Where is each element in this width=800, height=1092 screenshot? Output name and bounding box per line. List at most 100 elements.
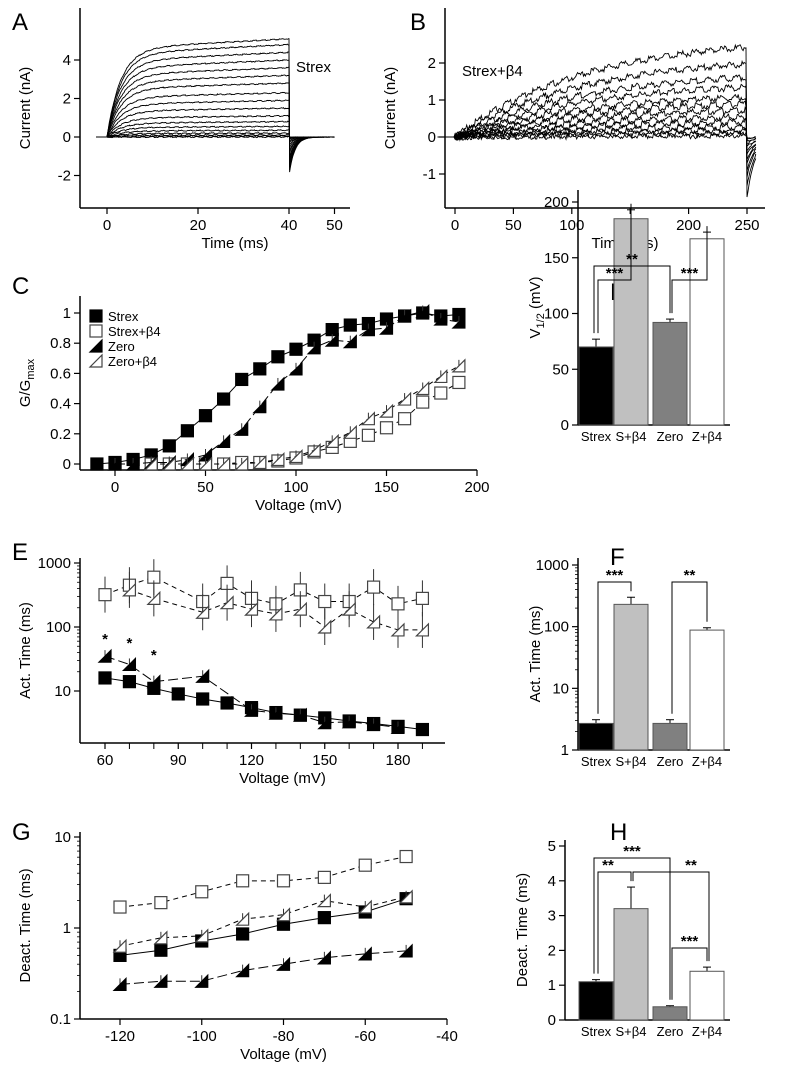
current-trace [437, 100, 757, 160]
significance-label: ** [685, 857, 697, 874]
data-point [379, 320, 394, 335]
x-tick-label: -40 [436, 1028, 458, 1045]
x-tick-label: 50 [505, 217, 522, 234]
current-trace [96, 82, 335, 157]
data-point [253, 362, 267, 376]
data-point [415, 304, 430, 319]
current-trace [437, 106, 757, 155]
x-tick-label: 0 [451, 217, 459, 234]
data-point [235, 963, 250, 978]
panel-letter-h: H [610, 819, 627, 846]
data-point [390, 719, 405, 734]
data-point [194, 928, 209, 943]
panel-letter-b: B [410, 9, 426, 36]
legend-label: Zero+β4 [108, 354, 157, 369]
y-tick-label: 5 [548, 838, 556, 855]
x-tick-label: 100 [559, 217, 584, 234]
bar-0 [578, 722, 614, 751]
x-tick-label: 200 [464, 479, 489, 496]
data-point [276, 907, 291, 922]
data-point [342, 424, 357, 439]
legend-marker [89, 324, 103, 338]
legend-marker [88, 338, 103, 353]
data-point [154, 943, 168, 957]
y-axis-label: Current (nA) [17, 67, 34, 150]
x-tick-label: 180 [385, 752, 410, 769]
bar-1 [613, 908, 649, 1021]
significance-asterisk: * [126, 635, 132, 652]
data-point [317, 911, 331, 925]
data-point [194, 973, 209, 988]
y-tick-label: 3 [548, 908, 556, 925]
y-tick-label: 0.6 [50, 365, 71, 382]
x-axis-label: Voltage (mV) [255, 497, 342, 514]
current-trace [96, 91, 335, 153]
y-axis-label-main: Act. Time (ms) [527, 606, 544, 703]
data-point [398, 412, 412, 426]
data-point [216, 433, 231, 448]
data-point [325, 323, 339, 337]
y-axis-label: G/Gmax [17, 358, 37, 407]
y-tick-label: 100 [544, 619, 569, 636]
data-point [268, 705, 283, 720]
data-point [379, 403, 394, 418]
data-point [390, 622, 405, 637]
data-point [324, 433, 339, 448]
significance-label: *** [606, 567, 624, 584]
category-label: Strex [581, 754, 612, 769]
current-trace [96, 59, 335, 165]
y-axis-label: Act. Time (ms) [527, 606, 544, 703]
data-point [433, 368, 448, 384]
data-point [244, 601, 259, 616]
data-point [366, 717, 381, 732]
significance-bracket [632, 871, 710, 962]
data-point [146, 674, 161, 689]
x-axis-label: Time (ms) [202, 235, 269, 252]
y-axis-label: Deact. Time (ms) [514, 873, 531, 987]
data-point [252, 455, 267, 470]
y-tick-label: -2 [58, 168, 71, 185]
y-axis-label-unit: (mV) [527, 277, 544, 314]
data-point [324, 332, 339, 347]
data-point [271, 350, 285, 364]
series-zero-4 [112, 889, 413, 953]
x-tick-label: 50 [326, 217, 343, 234]
legend-label: Zero [108, 339, 135, 354]
data-point [171, 687, 185, 701]
y-tick-label: 0.2 [50, 426, 71, 443]
data-point [366, 614, 381, 629]
data-point [399, 849, 413, 864]
data-point [270, 376, 285, 391]
current-trace [96, 74, 335, 160]
y-axis-label-main: Current (nA) [382, 67, 399, 150]
category-label: Zero [657, 1024, 684, 1039]
data-point [289, 342, 303, 356]
data-point [416, 395, 430, 409]
bar-2 [652, 321, 688, 426]
y-tick-label: 0 [63, 129, 71, 146]
data-point [270, 452, 285, 467]
panel-letter-c: C [12, 273, 29, 300]
significance-bracket [671, 226, 708, 314]
x-tick-label: -80 [273, 1028, 295, 1045]
x-tick-label: 40 [281, 217, 298, 234]
current-trace [437, 43, 757, 198]
data-point [357, 946, 372, 961]
fit-line [119, 898, 407, 956]
category-label: Z+β4 [692, 429, 722, 444]
y-tick-label: 0 [561, 417, 569, 434]
data-point [451, 358, 466, 373]
y-axis-label-main: Deact. Time (ms) [17, 868, 34, 982]
significance-label: *** [681, 933, 699, 950]
panel-d: 200 150 100 50 0 V1/2 (mV) Strex S+β4 Zero Z+β4 **… [527, 190, 730, 444]
data-point [244, 702, 259, 717]
bar-2 [652, 1006, 688, 1021]
data-point [98, 588, 112, 602]
panel-g: 10 1 0.1 -120 -100 -80 -60 -40 Voltage (mV) Deact… [17, 829, 458, 1063]
x-tick-label: 200 [676, 217, 701, 234]
data-point [121, 656, 137, 672]
data-point [414, 622, 430, 637]
x-tick-label: 0 [103, 217, 111, 234]
trace-annotation: Strex [296, 59, 332, 76]
